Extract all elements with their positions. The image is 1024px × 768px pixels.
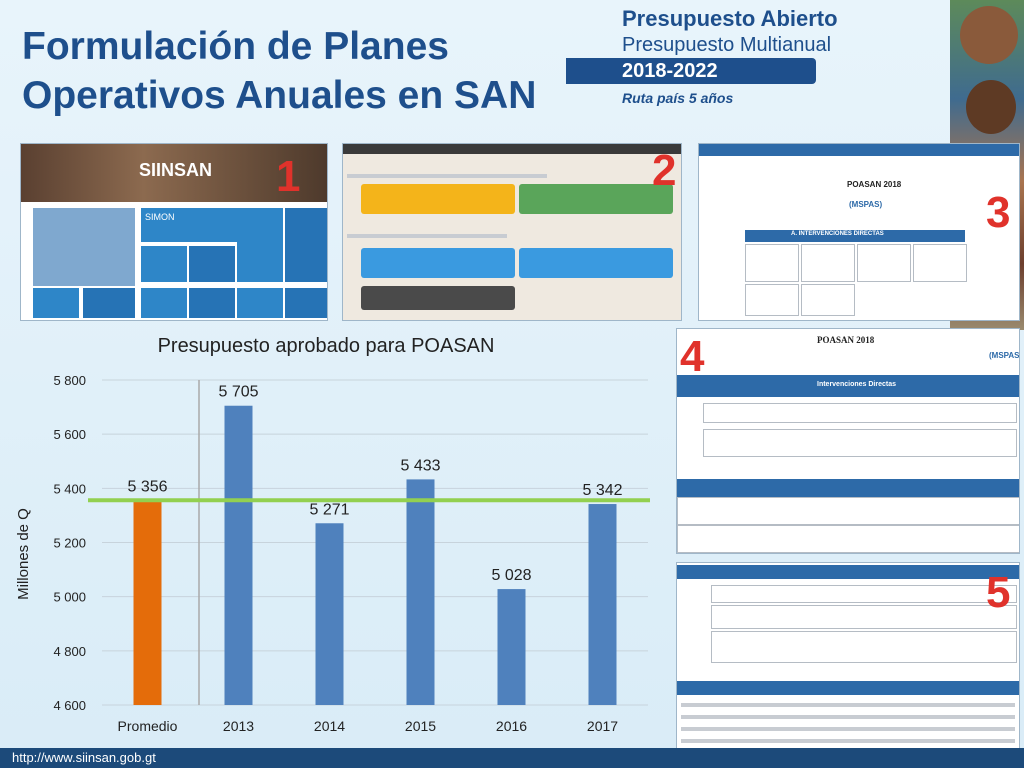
thumbnail-number-4: 4 [680, 332, 705, 381]
brand-years: 2018-2022 [622, 60, 718, 82]
poasan-2017-button [361, 248, 515, 278]
page-title-line-2: Operativos Anuales en SAN [22, 74, 537, 117]
monimbit-button [361, 184, 515, 214]
intervenciones-directas-header [745, 230, 965, 242]
y-tick-label: 5 800 [53, 373, 86, 388]
simon-tile [141, 208, 237, 242]
poasan-detail-subheading: (MSPAS) [989, 351, 1020, 360]
tile-3 [189, 246, 235, 282]
brand-years-bar [566, 58, 816, 84]
bar-2017 [588, 504, 617, 705]
data-label: 5 342 [582, 482, 622, 499]
y-tick-label: 5 400 [53, 481, 86, 496]
screenshot-poasan-detail-table: POASAN 2018 (MSPAS) Intervenciones Direc… [676, 328, 1020, 554]
interventions-band-label: Intervenciones Directas [817, 381, 896, 388]
theme-row [711, 605, 1017, 629]
simon-tile-label: SIMON [145, 212, 175, 222]
moni-button [519, 184, 673, 214]
siinsan-logo: SIINSAN [139, 160, 213, 180]
subproduct-header [677, 681, 1019, 695]
interventions-band [677, 375, 1019, 397]
y-tick-label: 5 600 [53, 427, 86, 442]
bar-average [133, 500, 162, 705]
intervention-cell-6 [801, 284, 855, 316]
x-tick-label: 2016 [496, 718, 527, 734]
x-tick-label: 2015 [405, 718, 436, 734]
map-tile [33, 208, 135, 286]
x-tick-label: 2017 [587, 718, 618, 734]
thumbnail-number-2: 2 [652, 146, 677, 195]
intervention-cell-5 [745, 284, 799, 316]
thumbnail-number-3: 3 [986, 188, 1011, 237]
data-label: 5 433 [400, 457, 440, 474]
intervention-cell-4 [913, 244, 967, 282]
subproducts-band [677, 565, 1019, 579]
brand-line-1: Presupuesto Abierto [622, 6, 838, 31]
mspas-heading: (MSPAS) [849, 200, 883, 209]
promotion-row [711, 585, 1017, 603]
x-tick-label: Promedio [118, 718, 178, 734]
page-title: Formulación de Planes Operativos Anuales… [22, 22, 582, 120]
y-tick-label: 5 200 [53, 536, 86, 551]
tile-8 [141, 288, 187, 318]
x-tick-label: 2014 [314, 718, 345, 734]
tile-4 [237, 208, 283, 282]
intervention-cell-2 [801, 244, 855, 282]
tile-5 [285, 208, 327, 282]
y-tick-label: 4 800 [53, 644, 86, 659]
intervention-cell-1 [745, 244, 799, 282]
page-title-line-1: Formulación de Planes [22, 25, 449, 68]
screenshot-simon-poasan [342, 143, 682, 321]
intervention-row [703, 403, 1017, 423]
thumbnail-number-1: 1 [276, 152, 301, 201]
screenshot-poasan-2018-mspas: POASAN 2018 (MSPAS) A. INTERVENCIONES DI… [698, 143, 1020, 321]
bar-2014 [315, 523, 344, 705]
presupuesto-abierto-logo: Presupuesto Abierto Presupuesto Multianu… [566, 0, 946, 120]
tile-11 [285, 288, 327, 318]
poasan-budget-chart: Presupuesto aprobado para POASAN Millone… [15, 335, 650, 734]
poasan-2018-button [361, 286, 515, 310]
siinsan-banner [21, 144, 327, 202]
tile-9 [189, 288, 235, 318]
footer-bar: http://www.siinsan.gob.gt [0, 748, 1024, 768]
data-label: 5 271 [309, 501, 349, 518]
activity-row-2 [677, 525, 1019, 553]
tema-row [703, 429, 1017, 457]
poasan-2018-heading: POASAN 2018 [847, 180, 902, 189]
tile-6 [33, 288, 79, 318]
chart-y-axis-label: Millones de Q [15, 508, 32, 600]
activities-header [677, 479, 1019, 497]
data-label: 5 705 [218, 384, 258, 401]
bar-2016 [497, 589, 526, 705]
poasan-detail-heading: POASAN 2018 [817, 335, 875, 345]
thumbnail-number-5: 5 [986, 568, 1011, 617]
intervention-cell-3 [857, 244, 911, 282]
data-label: 5 356 [127, 478, 167, 495]
y-tick-label: 4 600 [53, 698, 86, 713]
activity-row-1 [677, 497, 1019, 525]
chart-title: Presupuesto aprobado para POASAN [158, 335, 495, 357]
y-tick-label: 5 000 [53, 590, 86, 605]
poasan-gia-button [519, 248, 673, 278]
footer-url: http://www.siinsan.gob.gt [12, 750, 156, 765]
program-row [711, 631, 1017, 663]
data-label: 5 028 [491, 567, 531, 584]
tile-10 [237, 288, 283, 318]
brand-line-2: Presupuesto Multianual [622, 34, 832, 56]
screenshot-subproducts-table [676, 562, 1020, 750]
brand-tagline: Ruta país 5 años [622, 90, 734, 106]
intervenciones-directas-label: A. INTERVENCIONES DIRECTAS [791, 231, 884, 237]
bar-2015 [406, 479, 435, 705]
tile-2 [141, 246, 187, 282]
tile-7 [83, 288, 135, 318]
bar-2013 [224, 405, 253, 705]
x-tick-label: 2013 [223, 718, 254, 734]
screenshot-siinsan-portal: SIINSAN SIMON [20, 143, 328, 321]
